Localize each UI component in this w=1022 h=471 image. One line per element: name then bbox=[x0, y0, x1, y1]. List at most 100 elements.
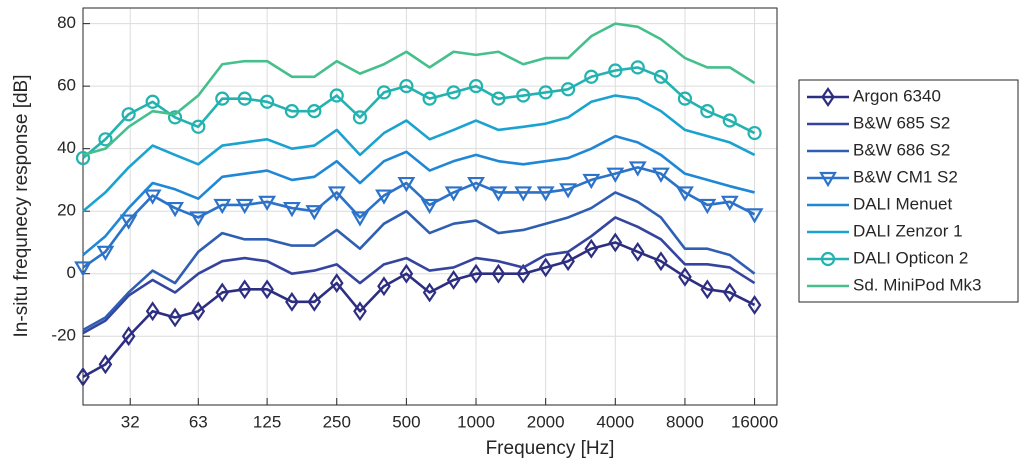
marker bbox=[327, 186, 346, 202]
marker bbox=[678, 266, 692, 287]
series-line bbox=[82, 22, 756, 157]
marker bbox=[559, 183, 578, 199]
x-tick-label: 250 bbox=[323, 412, 351, 431]
marker bbox=[215, 91, 230, 106]
marker bbox=[307, 291, 322, 312]
marker bbox=[307, 104, 322, 119]
marker bbox=[282, 201, 301, 218]
y-axis-label: In-situ frequnecy response [dB] bbox=[11, 75, 32, 338]
marker bbox=[821, 87, 835, 107]
marker bbox=[98, 132, 113, 147]
series-line bbox=[82, 94, 756, 213]
marker bbox=[608, 232, 623, 253]
legend-label: DALI Opticon 2 bbox=[853, 248, 968, 267]
marker bbox=[399, 263, 414, 284]
marker bbox=[676, 186, 694, 202]
marker bbox=[98, 354, 113, 375]
marker bbox=[143, 189, 162, 205]
marker bbox=[700, 279, 715, 300]
marker bbox=[399, 79, 414, 94]
marker bbox=[377, 276, 391, 297]
series-line bbox=[82, 216, 756, 335]
marker bbox=[630, 241, 645, 262]
marker bbox=[329, 88, 344, 103]
marker bbox=[516, 263, 531, 284]
series-line bbox=[82, 134, 755, 256]
marker bbox=[722, 282, 737, 303]
marker bbox=[397, 176, 416, 193]
marker bbox=[446, 270, 461, 290]
marker bbox=[677, 91, 693, 106]
marker bbox=[284, 104, 300, 119]
y-tick-label: 80 bbox=[57, 13, 76, 32]
marker bbox=[351, 211, 369, 227]
marker bbox=[630, 60, 645, 75]
x-tick-label: 16000 bbox=[731, 412, 778, 431]
marker bbox=[469, 263, 483, 284]
marker bbox=[584, 238, 599, 259]
marker bbox=[584, 69, 599, 84]
marker bbox=[468, 79, 484, 94]
legend-label: DALI Menuet bbox=[853, 194, 952, 213]
marker bbox=[285, 291, 299, 312]
marker bbox=[260, 279, 274, 300]
marker bbox=[561, 251, 575, 272]
marker bbox=[166, 201, 184, 218]
marker bbox=[260, 94, 275, 109]
marker bbox=[700, 104, 715, 119]
x-tick-label: 8000 bbox=[666, 412, 704, 431]
marker bbox=[119, 214, 138, 230]
marker bbox=[446, 85, 461, 100]
marker bbox=[305, 205, 324, 221]
marker bbox=[213, 198, 232, 215]
marker bbox=[653, 69, 669, 84]
marker bbox=[489, 186, 508, 202]
marker bbox=[747, 125, 762, 141]
y-tick-label: 20 bbox=[57, 201, 76, 220]
marker bbox=[654, 251, 668, 272]
marker bbox=[375, 189, 393, 205]
x-tick-label: 125 bbox=[253, 412, 281, 431]
y-tick-label: -20 bbox=[51, 326, 76, 345]
marker bbox=[353, 301, 367, 322]
marker bbox=[237, 279, 252, 300]
legend-label: B&W 686 S2 bbox=[853, 140, 950, 159]
legend-label: B&W 685 S2 bbox=[853, 113, 950, 132]
marker bbox=[606, 167, 625, 183]
marker bbox=[191, 119, 206, 134]
marker bbox=[352, 110, 368, 125]
marker bbox=[747, 295, 762, 315]
series-line bbox=[82, 66, 756, 160]
marker bbox=[329, 273, 344, 294]
marker bbox=[722, 113, 737, 128]
y-tick-label: 60 bbox=[57, 76, 76, 95]
marker bbox=[422, 282, 437, 303]
marker bbox=[75, 150, 91, 166]
marker bbox=[422, 91, 437, 106]
marker bbox=[720, 195, 739, 211]
marker bbox=[608, 63, 623, 78]
x-axis-label: Frequency [Hz] bbox=[486, 438, 615, 459]
marker bbox=[145, 301, 160, 322]
marker bbox=[536, 186, 555, 202]
marker bbox=[258, 195, 277, 211]
x-tick-label: 1000 bbox=[457, 412, 495, 431]
marker bbox=[121, 326, 136, 347]
legend-label: Argon 6340 bbox=[853, 86, 941, 105]
marker bbox=[74, 261, 92, 277]
marker bbox=[145, 94, 160, 109]
marker bbox=[237, 91, 252, 106]
marker bbox=[121, 107, 136, 122]
marker bbox=[698, 198, 717, 215]
marker bbox=[215, 282, 230, 303]
plot-frame bbox=[82, 7, 778, 406]
marker bbox=[376, 85, 392, 100]
x-tick-label: 2000 bbox=[527, 412, 565, 431]
marker bbox=[491, 91, 506, 106]
marker bbox=[745, 208, 764, 224]
marker bbox=[628, 161, 647, 177]
marker bbox=[189, 211, 208, 227]
marker bbox=[191, 301, 206, 322]
x-tick-label: 63 bbox=[189, 412, 208, 431]
